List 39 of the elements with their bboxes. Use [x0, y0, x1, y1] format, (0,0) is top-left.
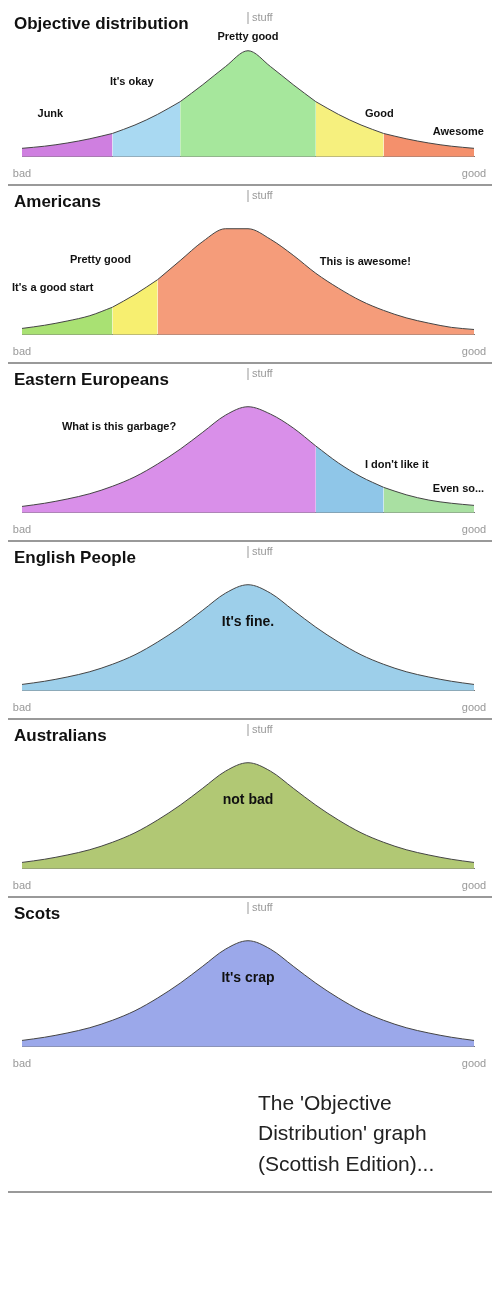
x-tick-label: good [461, 879, 487, 892]
text: Junk [37, 107, 65, 119]
x-tick-label: bad [12, 523, 32, 536]
series-label: Pretty good [217, 30, 279, 43]
text: The 'Objective Distribution' graph (Scottish Edition)... [258, 1090, 436, 1177]
x-tick-label: bad [12, 1057, 32, 1070]
chart-title: English People [14, 548, 136, 568]
series-label: What is this garbage? [61, 419, 177, 432]
chart-title: Objective distribution [14, 14, 189, 34]
chart-title: Scots [14, 904, 61, 924]
x-tick-label: good [461, 345, 487, 358]
x-tick-label: good [461, 701, 487, 714]
x-tick-label: good [461, 167, 487, 180]
series-label: Awesome [432, 124, 484, 137]
chart-title: Eastern Europeans [14, 370, 169, 390]
series-label: This is awesome! [319, 254, 411, 267]
chart-title: Americans [14, 192, 101, 212]
series-label: It's crap [221, 968, 275, 985]
x-tick-label: bad [12, 701, 32, 714]
x-tick-label: bad [12, 167, 32, 180]
y-axis-title: stuff [252, 722, 274, 735]
y-axis-title: stuff [252, 544, 274, 557]
x-tick-label: bad [12, 879, 32, 892]
x-tick-label: good [461, 1057, 487, 1070]
series-label: It's a good start [11, 280, 94, 293]
series-label: Even so... [432, 481, 485, 494]
series-label: Good [365, 106, 394, 119]
series-label: not bad [222, 790, 274, 807]
text: Pretty good [69, 253, 131, 266]
y-axis-title: stuff [252, 900, 274, 913]
x-tick-label: bad [12, 345, 32, 358]
text: It's okay [110, 75, 155, 88]
series-label: It's fine. [221, 612, 275, 629]
y-axis-title: stuff [252, 366, 274, 379]
y-axis-title: stuff [252, 188, 274, 201]
x-tick-label: good [461, 523, 487, 536]
series-label: I don't like it [365, 458, 430, 471]
y-axis-title: stuff [252, 10, 274, 23]
chart-title: Australians [14, 726, 107, 746]
